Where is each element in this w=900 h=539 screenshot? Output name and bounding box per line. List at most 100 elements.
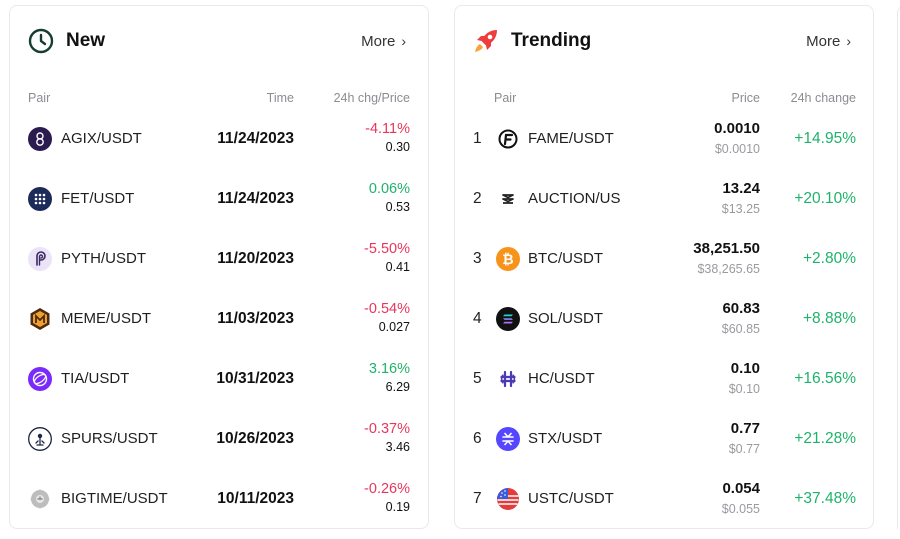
price-usd: $60.85: [721, 322, 760, 336]
change-percent: +37.48%: [794, 490, 856, 507]
spurs-icon: [28, 427, 52, 451]
price-usd: $0.77: [728, 442, 760, 456]
listing-time: 11/24/2023: [217, 130, 294, 147]
new-card-title: New: [66, 30, 106, 51]
change-percent: +20.10%: [794, 190, 856, 207]
listing-time: 11/20/2023: [217, 250, 294, 267]
new-row-pyth[interactable]: PYTH/USDT 11/20/2023 -5.50% 0.41: [10, 229, 428, 289]
last-price: 3.46: [385, 440, 410, 454]
col-head-pair: Pair: [494, 91, 517, 105]
last-price: 0.53: [385, 200, 410, 214]
listing-time: 10/26/2023: [216, 430, 294, 447]
trending-card: Trending More › Pair Price 24h change 1 F…: [454, 5, 874, 529]
trending-row-sol[interactable]: 4 SOL/USDT 60.83 $60.85 +8.88%: [455, 289, 873, 349]
new-row-meme[interactable]: MEME/USDT 11/03/2023 -0.54% 0.027: [10, 289, 428, 349]
clock-icon: [28, 28, 54, 54]
price: 60.83: [722, 300, 760, 317]
price: 13.24: [722, 180, 760, 197]
meme-icon: [28, 307, 52, 331]
rank-number: 2: [473, 190, 482, 207]
price: 0.054: [722, 480, 760, 497]
fame-icon: [496, 127, 520, 151]
listing-time: 10/31/2023: [216, 370, 294, 387]
hc-icon: [496, 367, 520, 391]
trending-row-auction[interactable]: 2 AUCTION/US 13.24 $13.25 +20.10%: [455, 169, 873, 229]
pair-label: TIA/USDT: [61, 370, 130, 387]
new-more-label[interactable]: More: [361, 33, 396, 50]
new-row-tia[interactable]: TIA/USDT 10/31/2023 3.16% 6.29: [10, 349, 428, 409]
price: 0.77: [730, 420, 760, 437]
new-more-link[interactable]: More ›: [361, 30, 406, 53]
last-price: 0.19: [385, 500, 410, 514]
pair-label: AUCTION/US: [528, 190, 621, 207]
btc-icon: ₿: [496, 247, 520, 271]
pair-label: STX/USDT: [528, 430, 603, 447]
price: 38,251.50: [693, 240, 760, 257]
ustc-icon: [496, 487, 520, 511]
pair-label: HC/USDT: [528, 370, 595, 387]
change-percent: -5.50%: [364, 241, 410, 257]
trending-row-ustc[interactable]: 7 USTC/USDT 0.054 $0.055 +37.48%: [455, 469, 873, 529]
auction-icon: [496, 187, 520, 211]
pair-label: FET/USDT: [61, 190, 135, 207]
change-percent: +16.56%: [794, 370, 856, 387]
chevron-right-icon[interactable]: ›: [846, 33, 851, 49]
col-head-time: Time: [266, 91, 294, 105]
new-row-fet[interactable]: FET/USDT 11/24/2023 0.06% 0.53: [10, 169, 428, 229]
fet-icon: [28, 187, 52, 211]
agix-icon: [28, 127, 52, 151]
price-usd: $13.25: [721, 202, 760, 216]
col-head-chg-price: 24h chg/Price: [333, 91, 410, 105]
stx-icon: [496, 427, 520, 451]
rank-number: 4: [473, 310, 482, 327]
pair-label: MEME/USDT: [61, 310, 151, 327]
rank-number: 7: [473, 490, 482, 507]
col-head-pair: Pair: [28, 91, 51, 105]
tia-icon: [28, 367, 52, 391]
rank-number: 1: [473, 130, 482, 147]
trending-card-title: Trending: [511, 30, 592, 51]
chevron-right-icon[interactable]: ›: [401, 33, 406, 49]
price: 0.0010: [714, 120, 760, 137]
rank-number: 5: [473, 370, 482, 387]
pair-label: FAME/USDT: [528, 130, 614, 147]
new-row-bigtime[interactable]: BIGTIME/USDT 10/11/2023 -0.26% 0.19: [10, 469, 428, 529]
listing-time: 11/24/2023: [217, 190, 294, 207]
pair-label: PYTH/USDT: [61, 250, 147, 267]
trending-row-fame[interactable]: 1 FAME/USDT 0.0010 $0.0010 +14.95%: [455, 109, 873, 169]
change-percent: +21.28%: [794, 430, 856, 447]
pair-label: USTC/USDT: [528, 490, 614, 507]
price-usd: $38,265.65: [697, 262, 760, 276]
new-row-spurs[interactable]: SPURS/USDT 10/26/2023 -0.37% 3.46: [10, 409, 428, 469]
last-price: 6.29: [385, 380, 410, 394]
last-price: 0.027: [378, 320, 410, 334]
change-percent: +14.95%: [794, 130, 856, 147]
pair-label: SPURS/USDT: [61, 430, 158, 447]
rank-number: 6: [473, 430, 482, 447]
new-listings-card: New More › Pair Time 24h chg/Price AGIX/U…: [9, 5, 429, 529]
rank-number: 3: [473, 250, 482, 267]
pair-label: AGIX/USDT: [61, 130, 142, 147]
trending-more-label[interactable]: More: [806, 33, 841, 50]
trending-row-stx[interactable]: 6 STX/USDT 0.77 $0.77 +21.28%: [455, 409, 873, 469]
change-percent: -0.54%: [364, 301, 410, 317]
last-price: 0.41: [385, 260, 410, 274]
change-percent: -0.37%: [364, 421, 410, 437]
svg-text:₿: ₿: [502, 252, 513, 268]
new-card-header: New More ›: [10, 6, 428, 76]
price-usd: $0.10: [728, 382, 760, 396]
trending-more-link[interactable]: More ›: [806, 30, 851, 53]
trending-row-hc[interactable]: 5 HC/USDT 0.10 $0.10 +16.56%: [455, 349, 873, 409]
listing-time: 11/03/2023: [217, 310, 294, 327]
new-row-agix[interactable]: AGIX/USDT 11/24/2023 -4.11% 0.30: [10, 109, 428, 169]
change-percent: -0.26%: [364, 481, 410, 497]
pyth-icon: [28, 247, 52, 271]
change-percent: 0.06%: [368, 181, 410, 197]
last-price: 0.30: [385, 140, 410, 154]
price: 0.10: [730, 360, 760, 377]
trending-row-btc[interactable]: 3 ₿ BTC/USDT 38,251.50 $38,265.65 +2.80%: [455, 229, 873, 289]
pair-label: BTC/USDT: [528, 250, 603, 267]
col-head-change: 24h change: [790, 91, 856, 105]
sol-icon: [496, 307, 520, 331]
price-usd: $0.055: [721, 502, 760, 516]
